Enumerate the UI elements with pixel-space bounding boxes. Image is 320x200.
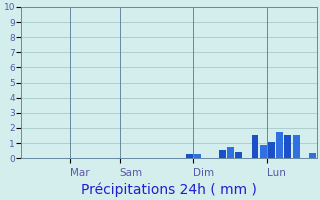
X-axis label: Précipitations 24h ( mm ): Précipitations 24h ( mm ) [81,182,257,197]
Bar [284,135,291,158]
Bar [219,150,226,158]
Bar [260,145,267,158]
Bar [194,154,201,158]
Bar [276,132,283,158]
Bar [268,142,275,158]
Bar [292,135,300,158]
Bar [227,147,234,158]
Bar [309,153,316,158]
Bar [252,135,259,158]
Bar [186,154,193,158]
Bar [235,152,242,158]
